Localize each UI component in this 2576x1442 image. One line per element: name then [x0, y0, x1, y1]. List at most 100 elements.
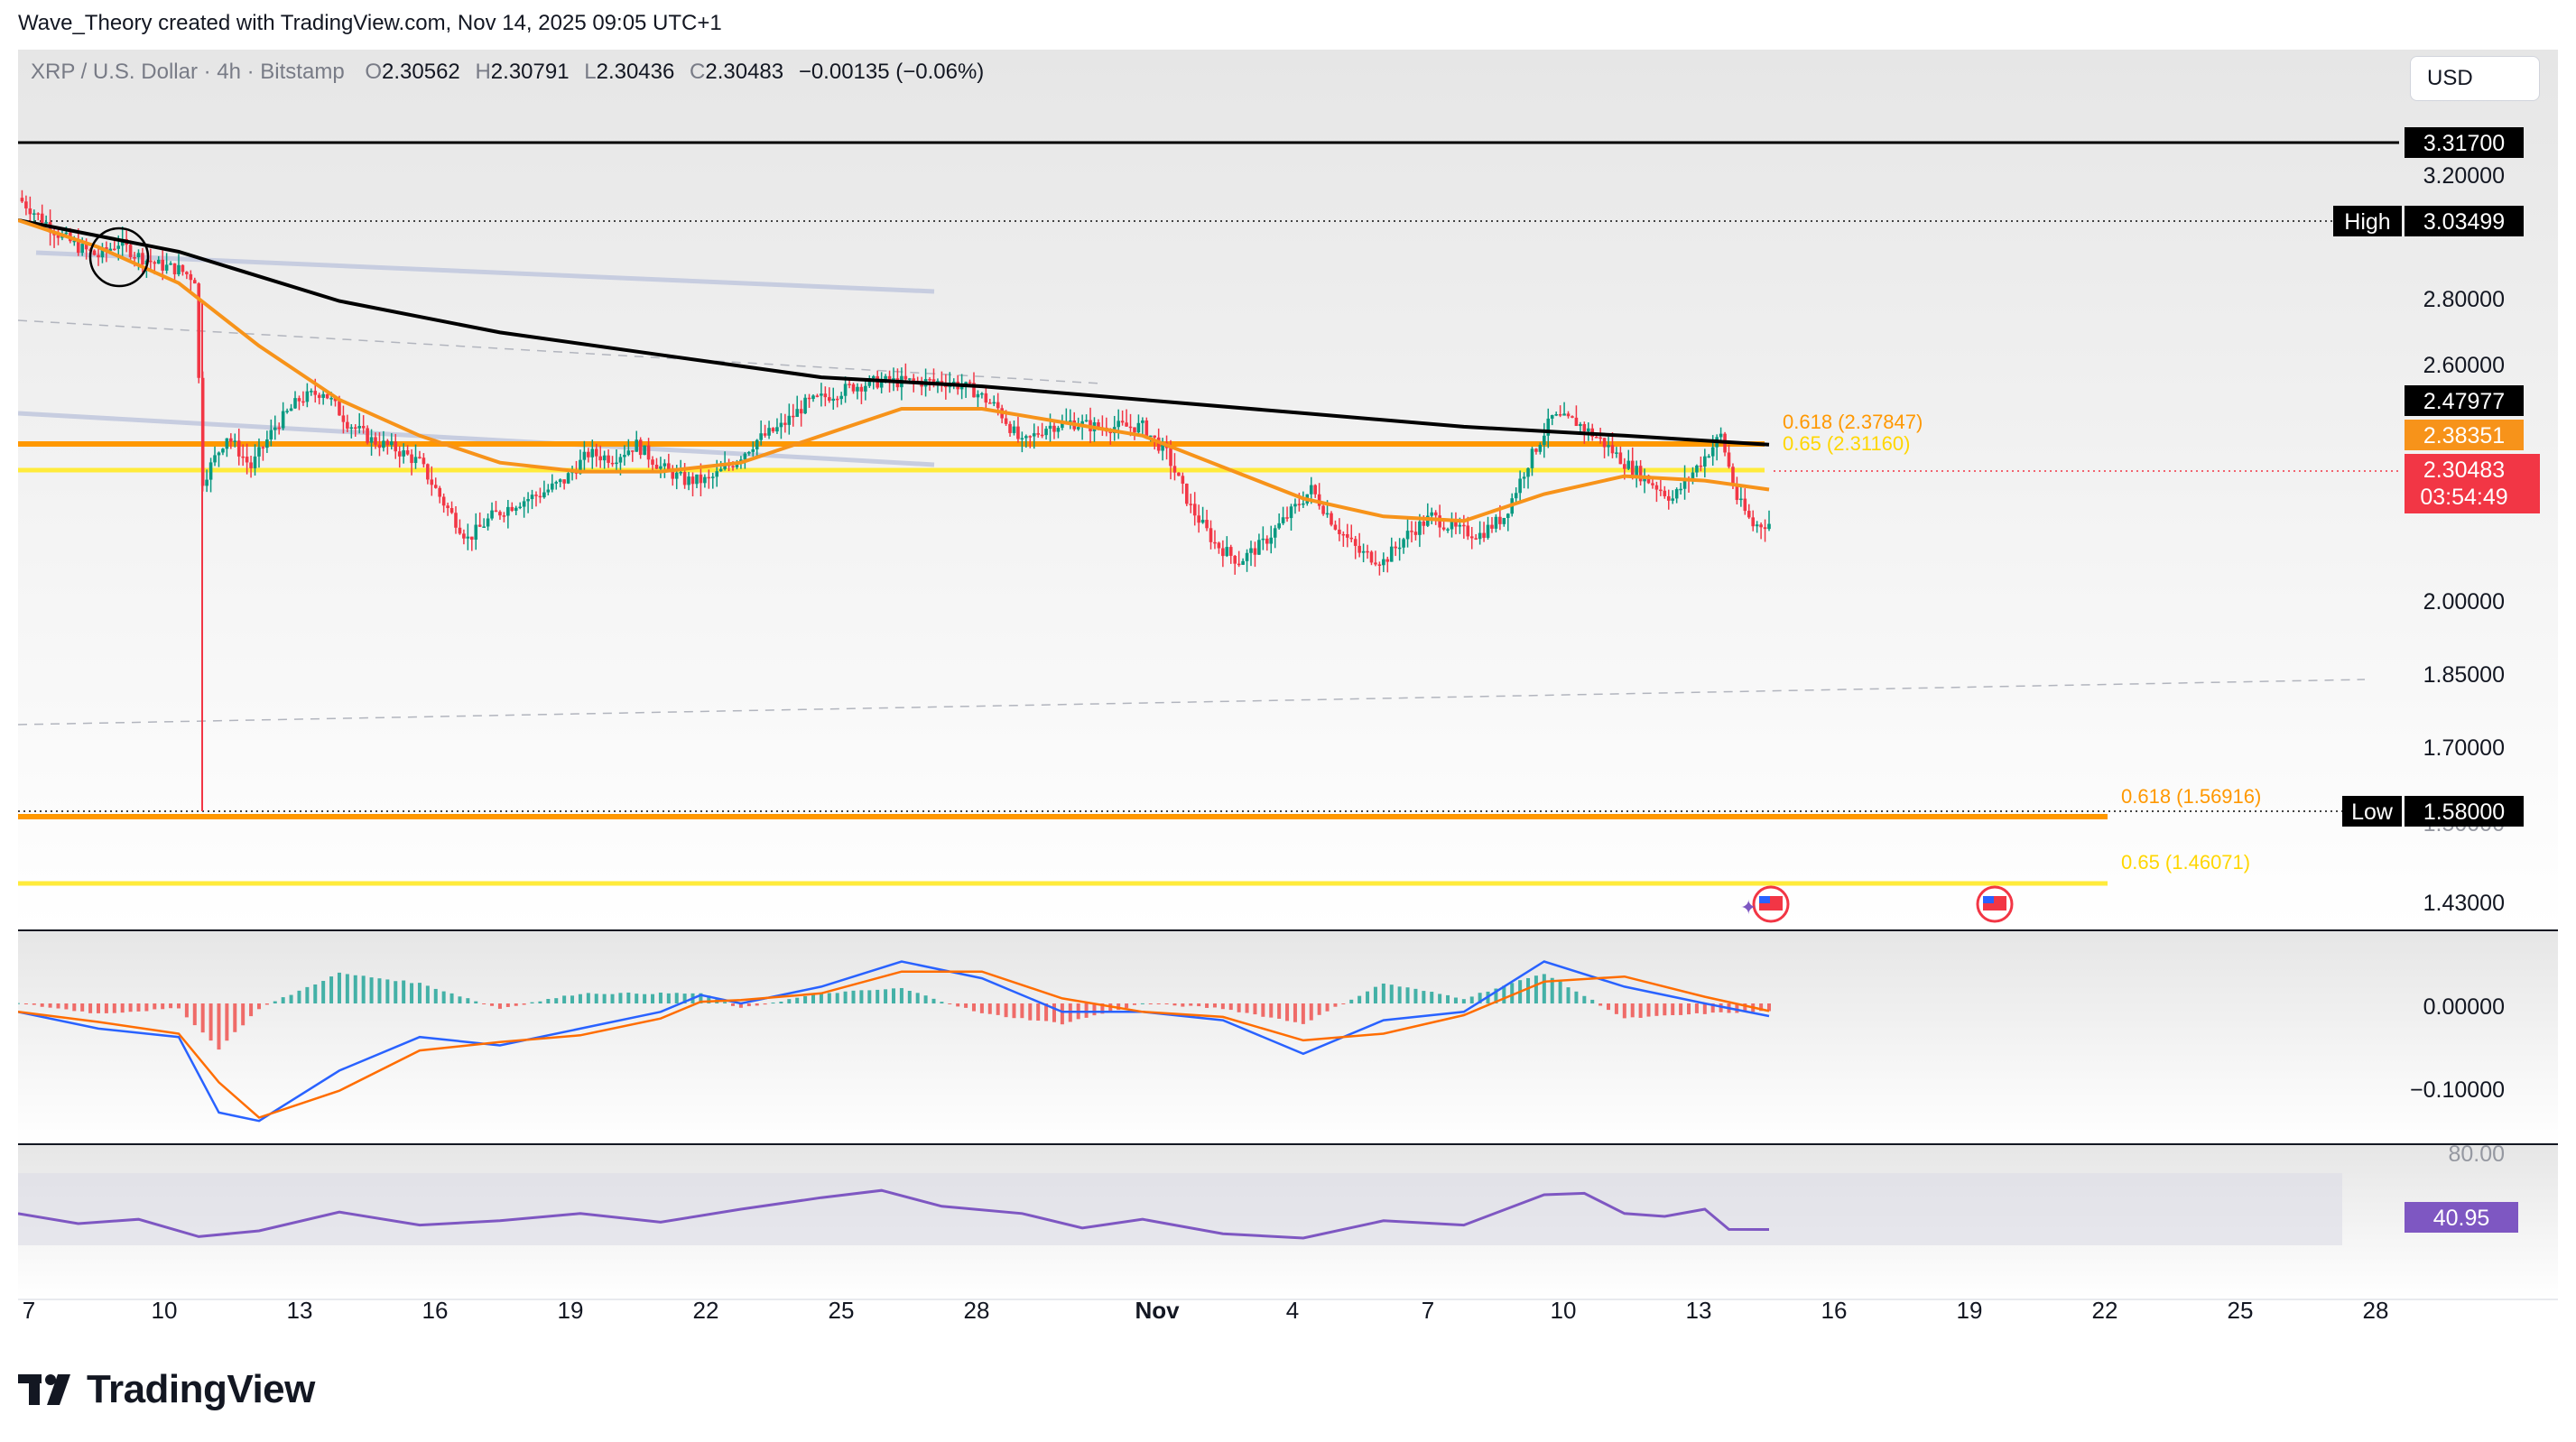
- time-axis-label: 10: [152, 1297, 178, 1324]
- candle-body: [638, 439, 643, 456]
- macd-histogram-bar: [738, 1003, 743, 1008]
- candle-body: [951, 381, 956, 384]
- macd-histogram-bar: [56, 1003, 60, 1009]
- candle-body: [695, 474, 699, 485]
- symbol-legend[interactable]: XRP / U.S. Dollar · 4h · Bitstamp O2.305…: [31, 60, 984, 85]
- us-event-flag-icon[interactable]: [1752, 885, 1790, 923]
- candle-body: [482, 526, 486, 528]
- macd-histogram-bar: [723, 1002, 727, 1003]
- sparkle-icon: ✦: [1740, 896, 1756, 919]
- candle-body: [787, 415, 792, 425]
- macd-histogram-bar: [433, 988, 438, 1003]
- candle-body: [626, 450, 631, 456]
- macd-histogram-bar: [876, 989, 880, 1003]
- candle-body: [1289, 506, 1293, 519]
- candle-body: [1550, 415, 1554, 419]
- macd-histogram-bar: [297, 990, 301, 1003]
- candle-body: [867, 378, 872, 386]
- candle-body: [189, 273, 193, 281]
- candle-body: [1615, 452, 1618, 454]
- macd-histogram-bar: [1735, 1003, 1739, 1013]
- macd-histogram-bar: [72, 1003, 77, 1012]
- candle-body: [297, 398, 301, 402]
- candle-body: [1727, 452, 1731, 467]
- candle-body: [333, 398, 338, 402]
- candle-body: [1458, 524, 1462, 527]
- candle-body: [871, 375, 876, 379]
- tradingview-logo[interactable]: TradingView: [18, 1363, 315, 1417]
- candle-body: [1506, 513, 1510, 519]
- candle-body: [1269, 537, 1274, 544]
- macd-histogram-bar: [1060, 1003, 1064, 1025]
- candle-body: [385, 440, 390, 446]
- candle-body: [799, 409, 803, 414]
- us-event-flag-icon[interactable]: [1976, 885, 2014, 923]
- candle-body: [1241, 560, 1245, 565]
- candle-body: [1494, 516, 1498, 529]
- candle-body: [1755, 524, 1759, 527]
- candle-body: [831, 398, 836, 402]
- price-chart[interactable]: 0.618 (2.37847) 0.65 (2.31160) 0.618 (1.…: [16, 50, 2558, 1331]
- macd-histogram-bar: [361, 975, 366, 1003]
- macd-histogram-bar: [1614, 1003, 1618, 1014]
- candle-body: [446, 505, 449, 509]
- candle-body: [703, 476, 707, 484]
- last-price-tag: [2405, 454, 2540, 513]
- candle-body: [928, 378, 931, 381]
- candle-body: [843, 384, 848, 396]
- macd-histogram-bar: [666, 993, 671, 1003]
- candle-body: [1385, 559, 1390, 562]
- macd-histogram-bar: [1164, 1003, 1169, 1004]
- macd-histogram-bar: [281, 997, 285, 1003]
- macd-histogram-bar: [570, 995, 575, 1003]
- macd-histogram-bar: [682, 994, 687, 1003]
- time-axis-label: 10: [1551, 1297, 1577, 1324]
- tradingview-logo-icon: [18, 1374, 70, 1405]
- trendline-upper: [35, 250, 935, 294]
- candle-body: [97, 254, 100, 258]
- candle-body: [1486, 524, 1490, 539]
- macd-histogram-bar: [256, 1003, 261, 1010]
- candle-body: [181, 264, 185, 273]
- candle-body: [172, 263, 177, 274]
- candle-body: [1321, 505, 1325, 514]
- candle-body: [835, 398, 839, 401]
- macd-histogram-bar: [1197, 1003, 1201, 1007]
- candle-body: [36, 213, 41, 215]
- candle-body: [763, 433, 767, 436]
- macd-histogram-bar: [1004, 1003, 1008, 1018]
- macd-histogram-bar: [377, 978, 382, 1003]
- macd-histogram-bar: [1309, 1003, 1313, 1021]
- low-value: 2.30436: [596, 60, 675, 84]
- candle-body: [1012, 426, 1016, 433]
- macd-histogram-bar: [746, 1003, 751, 1007]
- macd-histogram-bar: [1349, 999, 1354, 1003]
- macd-histogram-bar: [931, 998, 936, 1003]
- rsi-band: [18, 1173, 2342, 1245]
- candle-body: [1425, 515, 1430, 526]
- candle-body: [208, 462, 213, 480]
- candle-body: [646, 445, 651, 460]
- candle-body: [1185, 483, 1189, 504]
- low-tag-label: Low: [2351, 800, 2394, 825]
- macd-histogram-bar: [1582, 995, 1587, 1003]
- candle-body: [486, 518, 490, 527]
- candle-body: [1707, 456, 1711, 458]
- time-axis[interactable]: 7 10 13 16 19 22 25 28 Nov 4 7 10 13 16 19 22 25 28: [23, 1297, 2389, 1324]
- candle-body: [325, 393, 329, 399]
- time-axis-label: 4: [1286, 1297, 1299, 1324]
- macd-histogram-bar: [1430, 992, 1434, 1003]
- candle-body: [1024, 436, 1028, 439]
- macd-histogram-bar: [987, 1003, 992, 1014]
- macd-histogram-bar: [1301, 1003, 1305, 1024]
- candle-body: [610, 462, 615, 465]
- chart-frame[interactable]: 0.618 (2.37847) 0.65 (2.31160) 0.618 (1.…: [16, 50, 2558, 1331]
- macd-histogram-bar: [514, 1003, 518, 1006]
- currency-selector[interactable]: USD: [2410, 56, 2540, 101]
- macd-histogram-bar: [1181, 1003, 1185, 1007]
- candle-body: [1261, 538, 1265, 541]
- macd-histogram-bar: [1100, 1003, 1105, 1014]
- candle-body: [1369, 551, 1374, 563]
- candle-body: [751, 448, 755, 452]
- candle-body: [390, 441, 394, 446]
